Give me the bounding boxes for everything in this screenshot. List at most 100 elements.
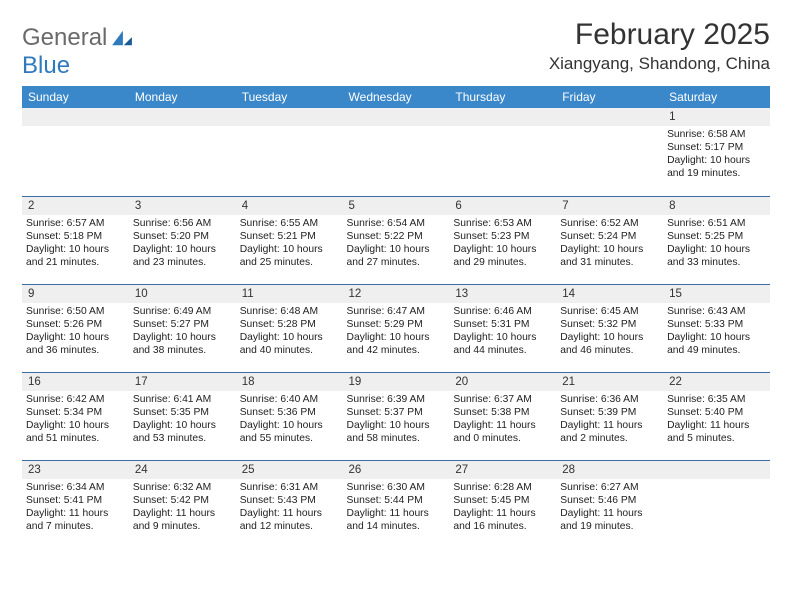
calendar-day-cell: 13Sunrise: 6:46 AMSunset: 5:31 PMDayligh… [449,284,556,372]
calendar-day-cell: 19Sunrise: 6:39 AMSunset: 5:37 PMDayligh… [343,372,450,460]
day-details: Sunrise: 6:32 AMSunset: 5:42 PMDaylight:… [129,479,236,537]
calendar-week-row: 23Sunrise: 6:34 AMSunset: 5:41 PMDayligh… [22,460,770,548]
calendar-day-cell: 15Sunrise: 6:43 AMSunset: 5:33 PMDayligh… [663,284,770,372]
calendar-body: 1Sunrise: 6:58 AMSunset: 5:17 PMDaylight… [22,108,770,548]
day-number: 13 [449,285,556,303]
day-details: Sunrise: 6:27 AMSunset: 5:46 PMDaylight:… [556,479,663,537]
day-number: 5 [343,197,450,215]
day-number: 19 [343,373,450,391]
day-number: 15 [663,285,770,303]
day-details: Sunrise: 6:51 AMSunset: 5:25 PMDaylight:… [663,215,770,273]
day-number: 25 [236,461,343,479]
day-header-cell: Monday [129,86,236,108]
calendar-day-cell [663,460,770,548]
day-header-cell: Thursday [449,86,556,108]
calendar-day-cell: 11Sunrise: 6:48 AMSunset: 5:28 PMDayligh… [236,284,343,372]
day-details: Sunrise: 6:41 AMSunset: 5:35 PMDaylight:… [129,391,236,449]
day-number: 21 [556,373,663,391]
day-number: 3 [129,197,236,215]
calendar-day-cell: 27Sunrise: 6:28 AMSunset: 5:45 PMDayligh… [449,460,556,548]
day-details: Sunrise: 6:50 AMSunset: 5:26 PMDaylight:… [22,303,129,361]
day-number-empty [22,108,129,126]
logo-word-2: Blue [22,52,70,79]
day-header-cell: Sunday [22,86,129,108]
day-number: 1 [663,108,770,126]
calendar-day-cell [236,108,343,196]
calendar-day-cell: 17Sunrise: 6:41 AMSunset: 5:35 PMDayligh… [129,372,236,460]
day-header-cell: Wednesday [343,86,450,108]
day-number-empty [236,108,343,126]
logo: GeneralBlue [22,18,135,80]
day-details: Sunrise: 6:54 AMSunset: 5:22 PMDaylight:… [343,215,450,273]
day-header-cell: Friday [556,86,663,108]
calendar-day-cell [22,108,129,196]
day-details: Sunrise: 6:28 AMSunset: 5:45 PMDaylight:… [449,479,556,537]
calendar-day-cell: 14Sunrise: 6:45 AMSunset: 5:32 PMDayligh… [556,284,663,372]
day-details: Sunrise: 6:48 AMSunset: 5:28 PMDaylight:… [236,303,343,361]
day-number: 26 [343,461,450,479]
day-details: Sunrise: 6:34 AMSunset: 5:41 PMDaylight:… [22,479,129,537]
calendar-day-cell [449,108,556,196]
day-number: 9 [22,285,129,303]
day-number: 16 [22,373,129,391]
calendar-day-cell [556,108,663,196]
day-number: 23 [22,461,129,479]
calendar-day-cell: 3Sunrise: 6:56 AMSunset: 5:20 PMDaylight… [129,196,236,284]
calendar-day-cell: 12Sunrise: 6:47 AMSunset: 5:29 PMDayligh… [343,284,450,372]
day-details: Sunrise: 6:53 AMSunset: 5:23 PMDaylight:… [449,215,556,273]
page-title: February 2025 [549,18,770,52]
calendar-day-cell: 20Sunrise: 6:37 AMSunset: 5:38 PMDayligh… [449,372,556,460]
logo-sail-icon [109,24,135,52]
day-number: 14 [556,285,663,303]
calendar-day-cell: 21Sunrise: 6:36 AMSunset: 5:39 PMDayligh… [556,372,663,460]
day-number: 6 [449,197,556,215]
calendar-day-cell: 2Sunrise: 6:57 AMSunset: 5:18 PMDaylight… [22,196,129,284]
day-details: Sunrise: 6:40 AMSunset: 5:36 PMDaylight:… [236,391,343,449]
day-details: Sunrise: 6:39 AMSunset: 5:37 PMDaylight:… [343,391,450,449]
day-number-empty [556,108,663,126]
day-details: Sunrise: 6:52 AMSunset: 5:24 PMDaylight:… [556,215,663,273]
calendar-day-cell: 26Sunrise: 6:30 AMSunset: 5:44 PMDayligh… [343,460,450,548]
day-header-cell: Saturday [663,86,770,108]
day-number: 2 [22,197,129,215]
day-details: Sunrise: 6:47 AMSunset: 5:29 PMDaylight:… [343,303,450,361]
day-number-empty [449,108,556,126]
day-number: 18 [236,373,343,391]
day-number-empty [663,461,770,479]
calendar-week-row: 1Sunrise: 6:58 AMSunset: 5:17 PMDaylight… [22,108,770,196]
day-number: 11 [236,285,343,303]
day-number: 27 [449,461,556,479]
day-details: Sunrise: 6:45 AMSunset: 5:32 PMDaylight:… [556,303,663,361]
calendar-day-cell: 5Sunrise: 6:54 AMSunset: 5:22 PMDaylight… [343,196,450,284]
calendar-day-cell: 9Sunrise: 6:50 AMSunset: 5:26 PMDaylight… [22,284,129,372]
calendar-week-row: 9Sunrise: 6:50 AMSunset: 5:26 PMDaylight… [22,284,770,372]
calendar-day-cell: 24Sunrise: 6:32 AMSunset: 5:42 PMDayligh… [129,460,236,548]
calendar-day-cell: 18Sunrise: 6:40 AMSunset: 5:36 PMDayligh… [236,372,343,460]
day-number: 20 [449,373,556,391]
title-block: February 2025 Xiangyang, Shandong, China [549,18,770,74]
day-details: Sunrise: 6:42 AMSunset: 5:34 PMDaylight:… [22,391,129,449]
calendar-day-cell: 25Sunrise: 6:31 AMSunset: 5:43 PMDayligh… [236,460,343,548]
day-number: 8 [663,197,770,215]
calendar-day-cell [129,108,236,196]
day-number: 17 [129,373,236,391]
day-header-cell: Tuesday [236,86,343,108]
header: GeneralBlue February 2025 Xiangyang, Sha… [22,18,770,80]
day-number: 10 [129,285,236,303]
day-number: 4 [236,197,343,215]
day-number: 22 [663,373,770,391]
day-details: Sunrise: 6:43 AMSunset: 5:33 PMDaylight:… [663,303,770,361]
calendar-day-cell: 10Sunrise: 6:49 AMSunset: 5:27 PMDayligh… [129,284,236,372]
day-details: Sunrise: 6:56 AMSunset: 5:20 PMDaylight:… [129,215,236,273]
day-number: 12 [343,285,450,303]
day-number: 24 [129,461,236,479]
calendar-day-cell: 16Sunrise: 6:42 AMSunset: 5:34 PMDayligh… [22,372,129,460]
day-number-empty [129,108,236,126]
calendar-day-cell: 4Sunrise: 6:55 AMSunset: 5:21 PMDaylight… [236,196,343,284]
day-number-empty [343,108,450,126]
calendar-day-cell: 22Sunrise: 6:35 AMSunset: 5:40 PMDayligh… [663,372,770,460]
calendar-day-cell: 7Sunrise: 6:52 AMSunset: 5:24 PMDaylight… [556,196,663,284]
calendar-day-cell: 23Sunrise: 6:34 AMSunset: 5:41 PMDayligh… [22,460,129,548]
calendar-day-cell: 28Sunrise: 6:27 AMSunset: 5:46 PMDayligh… [556,460,663,548]
calendar-week-row: 2Sunrise: 6:57 AMSunset: 5:18 PMDaylight… [22,196,770,284]
